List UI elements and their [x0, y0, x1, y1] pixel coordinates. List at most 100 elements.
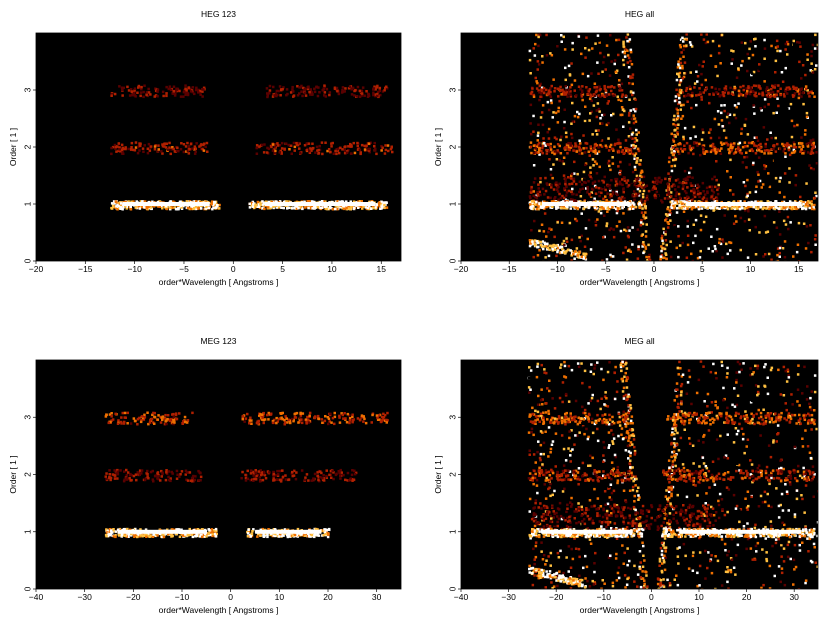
data-cell [324, 95, 328, 98]
data-cell [185, 92, 188, 95]
data-cell [306, 200, 309, 203]
data-cell [626, 54, 630, 57]
data-cell [770, 206, 773, 209]
data-cell [611, 162, 615, 165]
data-cell [669, 175, 672, 179]
data-cell [694, 234, 697, 238]
data-cell [644, 216, 648, 219]
data-cell [344, 151, 347, 155]
data-cell [754, 45, 757, 48]
data-cell [343, 412, 346, 415]
data-cell [127, 533, 130, 536]
data-cell [610, 199, 614, 202]
data-cell [681, 150, 684, 153]
data-cell [132, 93, 135, 96]
data-cell [661, 247, 664, 250]
data-cell [550, 228, 553, 231]
data-cell [287, 143, 290, 147]
data-cell [197, 91, 200, 94]
data-cell [280, 206, 283, 209]
data-cell [151, 421, 155, 424]
data-cell [661, 239, 664, 242]
data-cell [187, 144, 191, 148]
data-cell [116, 472, 120, 476]
data-cell [669, 212, 672, 215]
data-cell [563, 120, 566, 124]
data-cell [177, 149, 180, 153]
data-cell [140, 415, 144, 418]
data-cell [677, 60, 680, 63]
data-cell [549, 146, 552, 149]
data-cell [268, 84, 272, 88]
data-cell [257, 470, 260, 473]
data-cell [713, 245, 717, 248]
data-cell [202, 86, 206, 90]
data-cell [715, 197, 719, 201]
data-cell [562, 156, 566, 159]
data-cell [335, 86, 339, 90]
data-cell [701, 145, 705, 149]
data-cell [572, 192, 575, 196]
data-cell [186, 479, 190, 482]
data-cell [771, 90, 775, 94]
data-cell [798, 60, 801, 64]
data-cell [335, 152, 338, 156]
data-cell [784, 42, 788, 46]
data-cell [119, 205, 122, 209]
data-cell [284, 415, 287, 418]
data-cell [726, 112, 730, 115]
data-cell [562, 205, 566, 208]
data-cell [594, 220, 597, 223]
data-cell [750, 86, 753, 89]
data-cell [564, 131, 568, 134]
data-cell [636, 228, 640, 231]
data-cell [618, 172, 622, 176]
data-cell [279, 94, 282, 97]
data-cell [593, 205, 596, 208]
data-cell [783, 143, 787, 147]
data-cell [702, 38, 706, 41]
data-cell [612, 228, 615, 231]
data-cell [609, 205, 612, 208]
x-tick-label: −10 [127, 264, 142, 274]
data-cell [646, 259, 649, 261]
data-cell [298, 86, 301, 89]
data-cell [553, 246, 557, 250]
data-cell [794, 146, 798, 149]
data-cell [544, 144, 547, 147]
data-cell [117, 142, 121, 145]
data-cell [564, 182, 567, 186]
data-cell [532, 130, 535, 133]
data-cell [348, 207, 352, 211]
data-cell [699, 92, 702, 96]
data-cell [673, 184, 676, 187]
data-cell [594, 186, 598, 189]
data-cell [689, 166, 693, 170]
data-cell [730, 49, 733, 52]
data-cell [669, 191, 673, 194]
data-cell [570, 83, 574, 87]
data-cell [169, 200, 172, 203]
data-cell [590, 177, 593, 180]
data-cell [318, 144, 321, 148]
data-cell [657, 176, 660, 180]
data-cell [622, 176, 626, 179]
data-cell [351, 413, 354, 416]
data-cell [360, 414, 364, 417]
data-cell [567, 141, 570, 145]
data-cell [713, 117, 717, 121]
data-cell [130, 474, 133, 477]
data-cell [182, 90, 186, 94]
data-cell [144, 528, 148, 531]
data-cell [595, 109, 599, 112]
data-cell [686, 195, 689, 198]
data-cell [350, 93, 354, 96]
data-cell [541, 243, 544, 246]
data-cell [621, 149, 625, 152]
data-cell [567, 148, 570, 151]
data-cell [752, 90, 755, 94]
data-cell [289, 421, 292, 425]
data-cell [580, 185, 583, 189]
data-cell [346, 479, 349, 482]
data-cell [529, 141, 533, 144]
